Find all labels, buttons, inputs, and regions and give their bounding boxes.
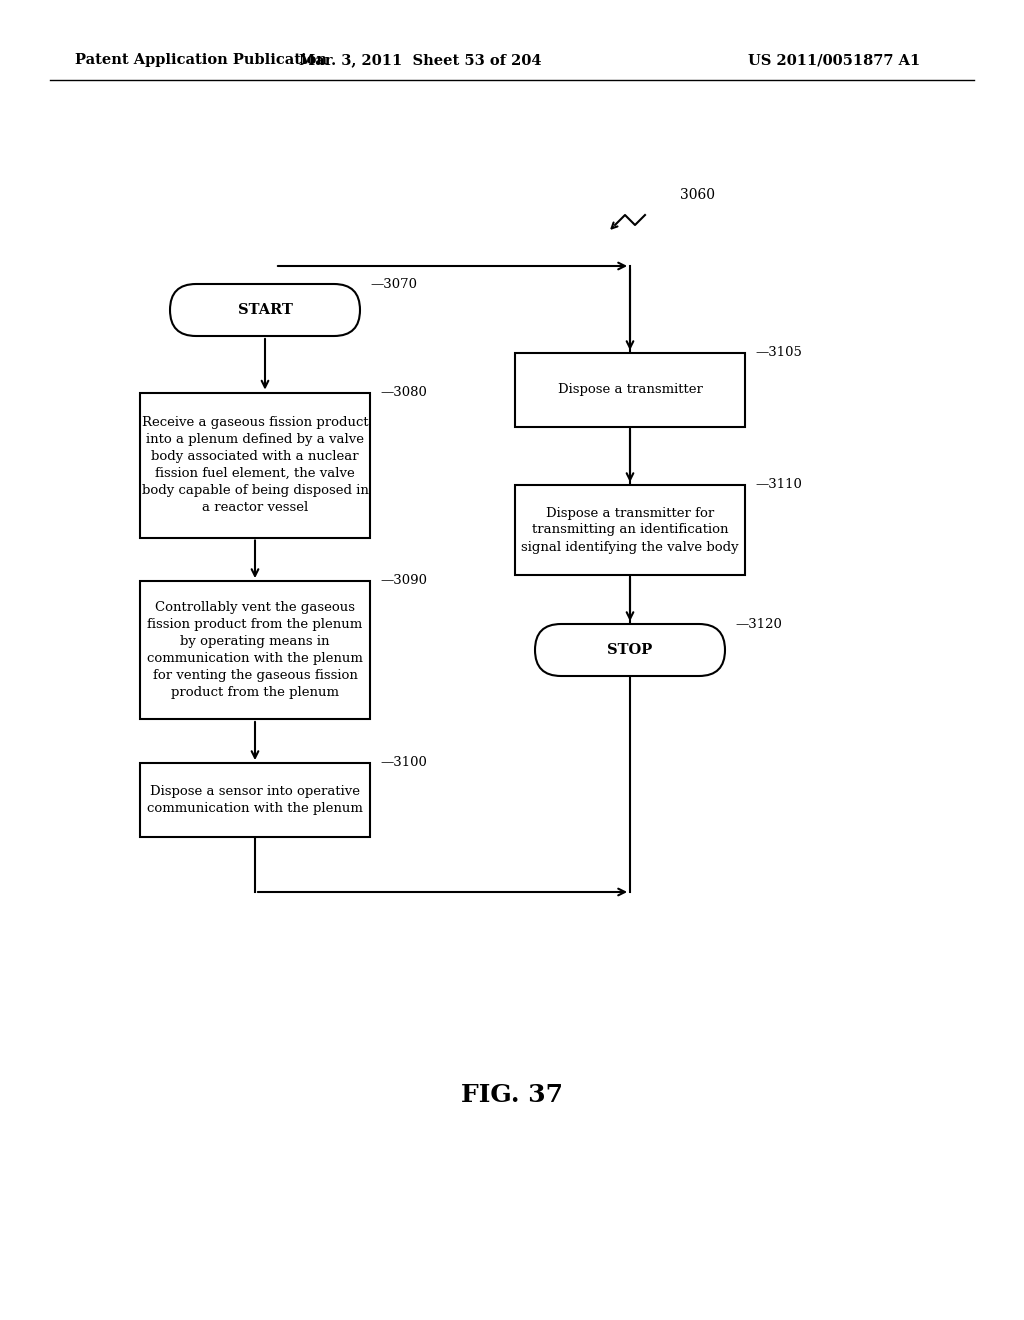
FancyBboxPatch shape (515, 352, 745, 426)
Text: —3080: —3080 (380, 387, 427, 400)
FancyBboxPatch shape (140, 763, 370, 837)
Text: Dispose a transmitter for
transmitting an identification
signal identifying the : Dispose a transmitter for transmitting a… (521, 507, 738, 553)
Text: —3105: —3105 (755, 346, 802, 359)
Text: Controllably vent the gaseous
fission product from the plenum
by operating means: Controllably vent the gaseous fission pr… (147, 601, 362, 700)
Text: START: START (238, 304, 293, 317)
Text: 3060: 3060 (680, 187, 715, 202)
Text: —3110: —3110 (755, 479, 802, 491)
FancyBboxPatch shape (140, 581, 370, 719)
Text: —3120: —3120 (735, 618, 782, 631)
Text: Receive a gaseous fission product
into a plenum defined by a valve
body associat: Receive a gaseous fission product into a… (141, 416, 369, 513)
Text: Mar. 3, 2011  Sheet 53 of 204: Mar. 3, 2011 Sheet 53 of 204 (299, 53, 542, 67)
Text: Dispose a sensor into operative
communication with the plenum: Dispose a sensor into operative communic… (147, 785, 362, 814)
Text: STOP: STOP (607, 643, 652, 657)
Text: Patent Application Publication: Patent Application Publication (75, 53, 327, 67)
FancyBboxPatch shape (535, 624, 725, 676)
Text: Dispose a transmitter: Dispose a transmitter (557, 384, 702, 396)
FancyBboxPatch shape (140, 392, 370, 537)
Text: —3070: —3070 (370, 277, 417, 290)
Text: FIG. 37: FIG. 37 (461, 1082, 563, 1107)
FancyBboxPatch shape (515, 484, 745, 576)
FancyBboxPatch shape (170, 284, 360, 337)
Text: —3100: —3100 (380, 756, 427, 770)
Text: US 2011/0051877 A1: US 2011/0051877 A1 (748, 53, 920, 67)
Text: —3090: —3090 (380, 574, 427, 587)
